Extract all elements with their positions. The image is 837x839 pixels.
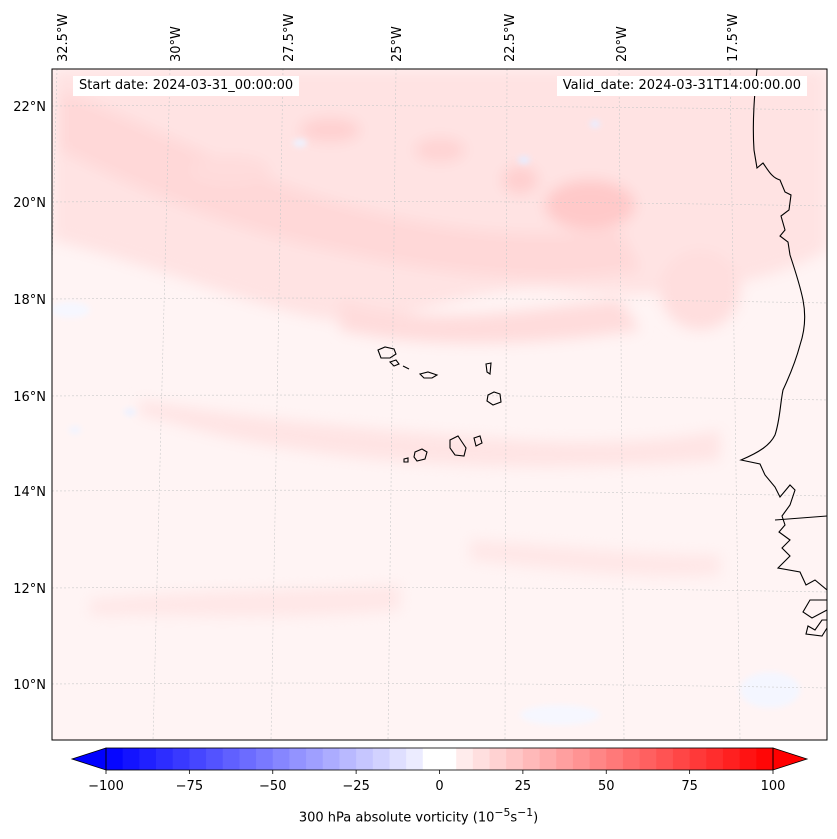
colorbar-cell <box>189 748 207 770</box>
colorbar-cell <box>256 748 274 770</box>
colorbar-cell <box>422 748 440 770</box>
colorbar: −100 −75 −50 −25 0 25 50 75 100 <box>70 747 809 794</box>
colorbar-cell <box>172 748 190 770</box>
lon-label: 22.5°W <box>503 14 518 62</box>
lon-label: 32.5°W <box>56 14 71 62</box>
colorbar-cell <box>206 748 224 770</box>
colorbar-cell <box>372 748 390 770</box>
lat-label: 20°N <box>13 196 46 211</box>
colorbar-cell <box>406 748 424 770</box>
colorbar-cell <box>239 748 257 770</box>
colorbar-ticks: −100 −75 −50 −25 0 25 50 75 100 <box>88 770 785 794</box>
lat-label: 12°N <box>13 582 46 597</box>
colorbar-cell <box>706 748 724 770</box>
colorbar-cell <box>456 748 474 770</box>
colorbar-title: 300 hPa absolute vorticity (10−5s−1) <box>0 806 837 825</box>
colorbar-cell <box>556 748 574 770</box>
colorbar-cell <box>122 748 140 770</box>
colorbar-tick-label: 50 <box>598 779 615 794</box>
cape-verde-islands <box>377 346 502 463</box>
start-date-label: Start date: 2024-03-31_00:00:00 <box>73 76 300 96</box>
lon-label: 27.5°W <box>282 14 297 62</box>
colorbar-cell <box>439 748 457 770</box>
colorbar-title-unit: s <box>510 810 518 826</box>
valid-date-label: Valid_date: 2024-03-31T14:00:00.00 <box>556 76 807 96</box>
colorbar-cell <box>606 748 624 770</box>
colorbar-cell <box>722 748 741 770</box>
lat-label: 18°N <box>13 293 46 308</box>
graticule <box>52 69 827 740</box>
colorbar-tick-label: 0 <box>435 779 443 794</box>
colorbar-cells <box>106 748 774 770</box>
map-frame <box>51 68 828 741</box>
colorbar-cell <box>156 748 174 770</box>
colorbar-title-exponent: −5 <box>494 806 511 819</box>
colorbar-cell <box>489 748 507 770</box>
lon-label: 25°W <box>390 26 405 62</box>
colorbar-cell <box>689 748 707 770</box>
colorbar-extend-low <box>70 747 107 771</box>
lat-label: 10°N <box>13 678 46 693</box>
colorbar-cell <box>522 748 540 770</box>
lon-label: 17.5°W <box>726 14 741 62</box>
colorbar-title-main: 300 hPa absolute vorticity (10 <box>298 810 495 826</box>
colorbar-cell <box>756 748 774 770</box>
colorbar-cell <box>339 748 357 770</box>
colorbar-cell <box>539 748 557 770</box>
colorbar-tick-label: 25 <box>515 779 532 794</box>
longitude-labels: 32.5°W 30°W 27.5°W 25°W 22.5°W 20°W 17.5… <box>56 14 741 62</box>
colorbar-cell <box>672 748 691 770</box>
colorbar-cell <box>289 748 307 770</box>
colorbar-cell <box>472 748 490 770</box>
colorbar-tick-label: −50 <box>259 779 286 794</box>
colorbar-cell <box>572 748 590 770</box>
colorbar-tick-label: −25 <box>342 779 369 794</box>
colorbar-tick-label: −100 <box>88 779 124 794</box>
colorbar-tick-label: 75 <box>681 779 698 794</box>
colorbar-cell <box>589 748 607 770</box>
colorbar-cell <box>639 748 657 770</box>
coastline <box>739 69 827 637</box>
colorbar-cell <box>139 748 157 770</box>
colorbar-cell <box>656 748 674 770</box>
colorbar-tick-label: 100 <box>761 779 786 794</box>
latitude-labels: 22°N 20°N 18°N 16°N 14°N 12°N 10°N <box>13 100 46 693</box>
lon-label: 20°W <box>615 26 630 62</box>
lat-label: 22°N <box>13 100 46 115</box>
colorbar-cell <box>322 748 340 770</box>
lon-label: 30°W <box>169 26 184 62</box>
colorbar-cell <box>106 748 124 770</box>
colorbar-tick-label: −75 <box>176 779 203 794</box>
colorbar-title-exponent: −1 <box>517 806 534 819</box>
colorbar-extend-high <box>772 747 809 771</box>
colorbar-cell <box>272 748 290 770</box>
vorticity-field <box>52 69 827 740</box>
lat-label: 14°N <box>13 485 46 500</box>
colorbar-cell <box>356 748 374 770</box>
colorbar-cell <box>306 748 324 770</box>
colorbar-cell <box>739 748 757 770</box>
lat-label: 16°N <box>13 390 46 405</box>
colorbar-cell <box>506 748 524 770</box>
colorbar-cell <box>222 748 240 770</box>
colorbar-title-end: ) <box>533 810 539 826</box>
colorbar-cell <box>389 748 407 770</box>
colorbar-cell <box>622 748 640 770</box>
